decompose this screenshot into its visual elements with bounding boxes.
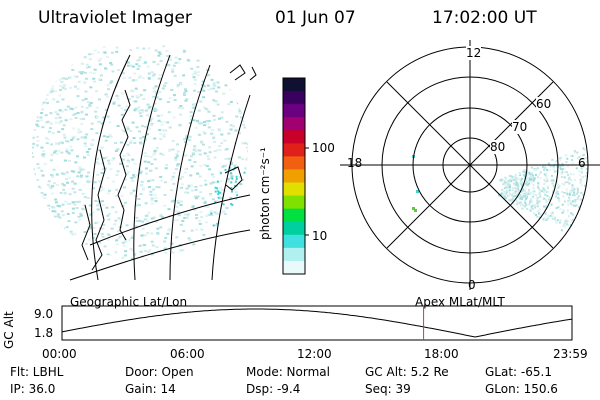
polar-label-18: 18 [347,156,363,170]
polar-lat-70: 70 [512,120,528,134]
timeline-plot [61,305,573,341]
info-mode: Mode: Normal [246,365,330,379]
polar-lat-60: 60 [536,97,552,111]
geographic-image [32,45,257,281]
colorbar-tick-100: 100 [312,141,335,155]
colorbar-segment [283,234,305,249]
polar-plot [340,40,600,290]
coastlines [81,64,257,271]
timeline-axis-label: GC Alt [2,311,16,349]
info-ip: IP: 36.0 [10,382,56,396]
colorbar-segment [283,182,305,197]
colorbar-segment [283,104,305,118]
polar-lat-80: 80 [490,140,506,154]
timeline-xtick-2: 12:00 [297,347,332,361]
colorbar-segment [283,208,305,223]
instrument-title: Ultraviolet Imager [38,8,192,28]
info-seq: Seq: 39 [365,382,411,396]
info-dsp: Dsp: -9.4 [246,382,301,396]
polar-grid [340,40,600,290]
polar-label-12: 12 [466,46,482,60]
colorbar-tick-10: 10 [312,229,328,243]
colorbar-segment [283,195,305,210]
time-label: 17:02:00 UT [432,8,537,28]
info-glon: GLon: 150.6 [485,382,558,396]
timeline-ytick-9: 9.0 [34,307,54,321]
auroral-emission-dots [32,45,248,260]
info-glat: GLat: -65.1 [485,365,552,379]
timeline-xtick-3: 18:00 [424,347,459,361]
info-gc-alt: GC Alt: 5.2 Re [365,365,449,379]
info-door: Door: Open [125,365,194,379]
timeline-xtick-1: 06:00 [170,347,205,361]
altitude-curve [61,308,573,338]
colorbar-segment [283,169,305,184]
colorbar-segment [283,91,305,105]
colorbar-segment [283,143,305,157]
colorbar-segment [283,247,305,262]
timeline-ytick-1: 1.8 [34,326,54,340]
timeline-xtick-4: 23:59 [553,347,588,361]
date-label: 01 Jun 07 [275,8,356,28]
info-filter: Flt: LBHL [10,365,64,379]
geographic-grid [69,54,251,281]
colorbar-segment [283,130,305,144]
polar-label-6: 6 [578,156,586,170]
colorbar-segment [283,156,305,170]
polar-emission-dots [412,147,589,232]
timeline-xtick-0: 00:00 [42,347,77,361]
colorbar-segment [283,117,305,131]
colorbar-segment [283,78,305,92]
colorbar [282,77,309,275]
info-gain: Gain: 14 [125,382,176,396]
colorbar-unit-label: photon cm⁻²s⁻¹ [258,147,272,240]
polar-label-0: 0 [468,278,476,292]
colorbar-segment [283,260,305,275]
colorbar-segment [283,221,305,236]
